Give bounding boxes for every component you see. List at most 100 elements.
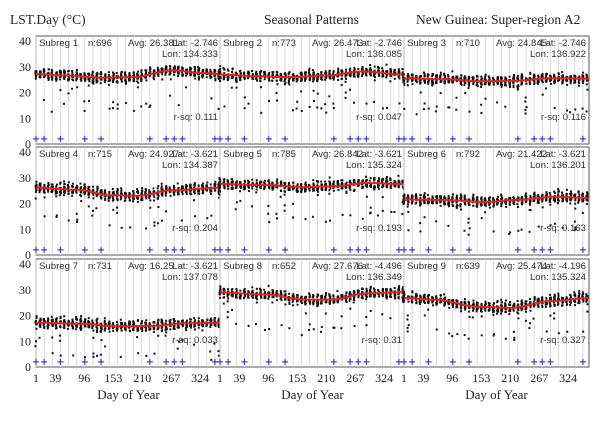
data-point (431, 200, 434, 203)
data-point (456, 75, 459, 78)
data-point (160, 330, 163, 333)
data-point (451, 79, 454, 82)
data-point (71, 69, 74, 72)
data-point (566, 109, 569, 112)
data-point (227, 297, 230, 300)
data-point (581, 74, 584, 77)
data-point (92, 336, 95, 339)
data-point (332, 181, 335, 184)
data-point (160, 185, 163, 188)
data-point (488, 202, 491, 205)
data-point (46, 327, 49, 330)
data-point (352, 73, 355, 76)
data-point (226, 179, 229, 182)
data-point (75, 77, 78, 80)
data-point (414, 202, 417, 205)
data-point (169, 65, 172, 68)
data-point (226, 79, 229, 82)
data-point (300, 109, 303, 112)
data-point (288, 186, 291, 189)
data-point (341, 179, 344, 182)
data-point (492, 79, 495, 82)
data-point (209, 350, 212, 353)
data-point (243, 179, 246, 182)
data-point (219, 296, 222, 299)
data-point (71, 78, 74, 81)
panel-avg: Avg: 26.473 (312, 38, 363, 49)
data-point (80, 315, 83, 318)
data-point (402, 200, 405, 203)
data-point (148, 327, 151, 330)
data-point (283, 78, 286, 81)
data-point (239, 190, 242, 193)
fit-curve (220, 182, 405, 189)
data-point (296, 189, 299, 192)
data-point (336, 78, 339, 81)
data-point (91, 81, 94, 84)
data-point (536, 80, 539, 83)
data-point (476, 197, 479, 200)
data-point (524, 100, 527, 103)
data-point (312, 179, 315, 182)
panel-rsq: r-sq: 0.116 (541, 112, 586, 123)
data-point (137, 81, 140, 84)
data-point (145, 227, 148, 230)
data-point (275, 180, 278, 183)
data-point (169, 71, 172, 74)
y-tick-label: 10 (19, 111, 31, 125)
data-point (172, 318, 175, 321)
data-point (181, 68, 184, 71)
data-point (455, 196, 458, 199)
data-point (370, 74, 373, 77)
data-point (393, 210, 396, 213)
panel-rsq: r-sq: 0.204 (172, 223, 219, 234)
data-point (324, 78, 327, 81)
data-point (153, 195, 156, 198)
data-point (398, 74, 401, 77)
panel-lon: Lon: 134.333 (162, 49, 218, 60)
data-point (219, 186, 222, 189)
data-point (71, 324, 74, 327)
data-point (296, 100, 299, 103)
data-point (549, 203, 552, 206)
data-point (304, 189, 307, 192)
data-point (275, 73, 278, 76)
data-point (247, 180, 250, 183)
data-point (39, 71, 42, 74)
data-point (129, 226, 132, 229)
data-point (259, 70, 262, 73)
data-point (528, 81, 531, 84)
panel-rsq: r-sq: 0.111 (174, 112, 218, 123)
data-point (120, 192, 123, 195)
data-point (581, 198, 584, 201)
data-point (332, 102, 335, 105)
data-point (332, 78, 335, 81)
data-point (185, 191, 188, 194)
data-point (230, 178, 233, 181)
data-point (205, 188, 208, 191)
data-point (505, 205, 508, 208)
data-point (226, 300, 229, 303)
data-point (411, 79, 414, 82)
data-point (144, 76, 147, 79)
data-point (75, 79, 78, 82)
data-point (561, 82, 564, 85)
data-point (214, 77, 217, 80)
data-point (341, 182, 344, 185)
data-point (296, 190, 299, 193)
data-point (475, 204, 478, 207)
data-point (365, 183, 368, 186)
data-point (480, 203, 483, 206)
data-point (153, 199, 156, 202)
data-point (145, 189, 148, 192)
data-point (287, 72, 290, 75)
data-point (87, 72, 90, 75)
data-point (259, 186, 262, 189)
data-point (88, 78, 91, 81)
data-point (573, 81, 576, 84)
data-point (136, 76, 139, 79)
data-point (39, 325, 42, 328)
data-point (480, 112, 483, 115)
